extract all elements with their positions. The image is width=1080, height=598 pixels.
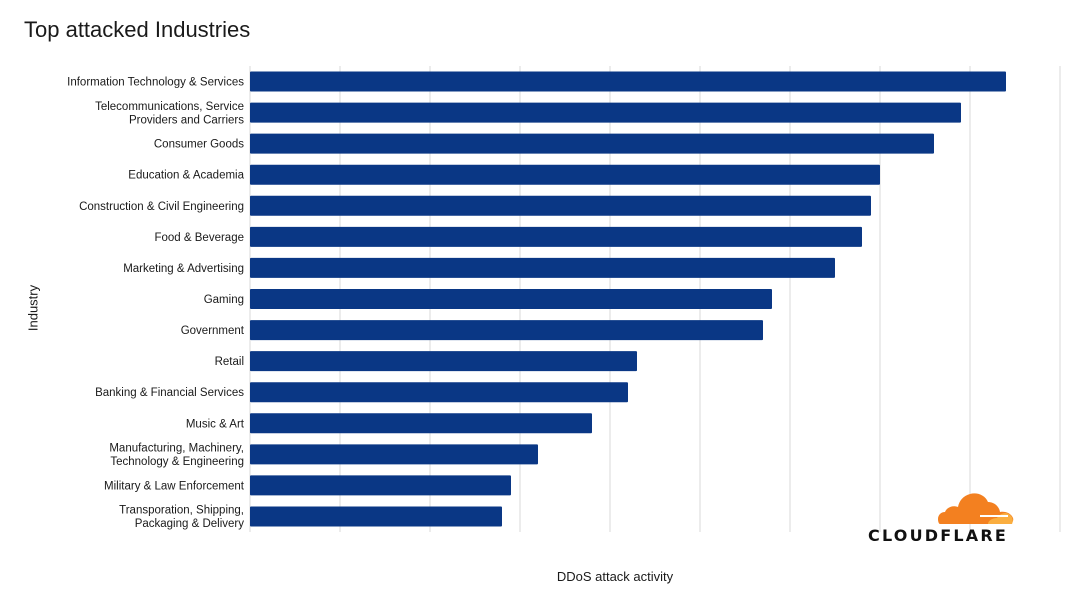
bar [250,382,628,403]
category-label: Marketing & Advertising [123,263,244,275]
category-label: Gaming [204,294,244,306]
bar [250,133,934,154]
bar [250,226,862,247]
category-label: Telecommunications, Service Providers and… [95,101,244,127]
bar [250,413,592,434]
category-label: Information Technology & Services [67,77,244,89]
cloud-icon [938,493,1014,524]
category-label: Military & Law Enforcement [104,480,245,492]
category-label: Retail [215,356,244,368]
category-label: Consumer Goods [154,139,244,151]
bar [250,164,880,185]
category-label: Food & Beverage [154,232,244,244]
category-label: Education & Academia [128,170,244,182]
bar [250,257,835,278]
category-label: Transporation, Shipping, Packaging & Deli… [119,505,244,531]
bar [250,475,511,496]
bar [250,71,1006,92]
cloudflare-logo: CLOUDFLARE [862,490,1014,548]
bar [250,506,502,527]
bar [250,102,961,123]
bar [250,351,637,372]
bar [250,444,538,465]
y-axis-label: Industry [25,284,41,332]
bars [250,71,1006,527]
bar [250,289,772,309]
chart-title: Top attacked Industries [24,17,251,42]
x-axis-label: DDoS attack activity [556,569,674,584]
category-label: Music & Art [186,418,245,430]
category-label: Banking & Financial Services [95,387,244,399]
category-labels: Information Technology & Services Telecom… [67,77,245,531]
category-label: Manufacturing, Machinery, Technology & En… [109,443,244,469]
bar [250,195,871,216]
cloudflare-wordmark: CLOUDFLARE [868,526,1008,545]
bar [250,320,763,341]
category-label: Construction & Civil Engineering [79,201,244,213]
category-label: Government [181,325,245,337]
